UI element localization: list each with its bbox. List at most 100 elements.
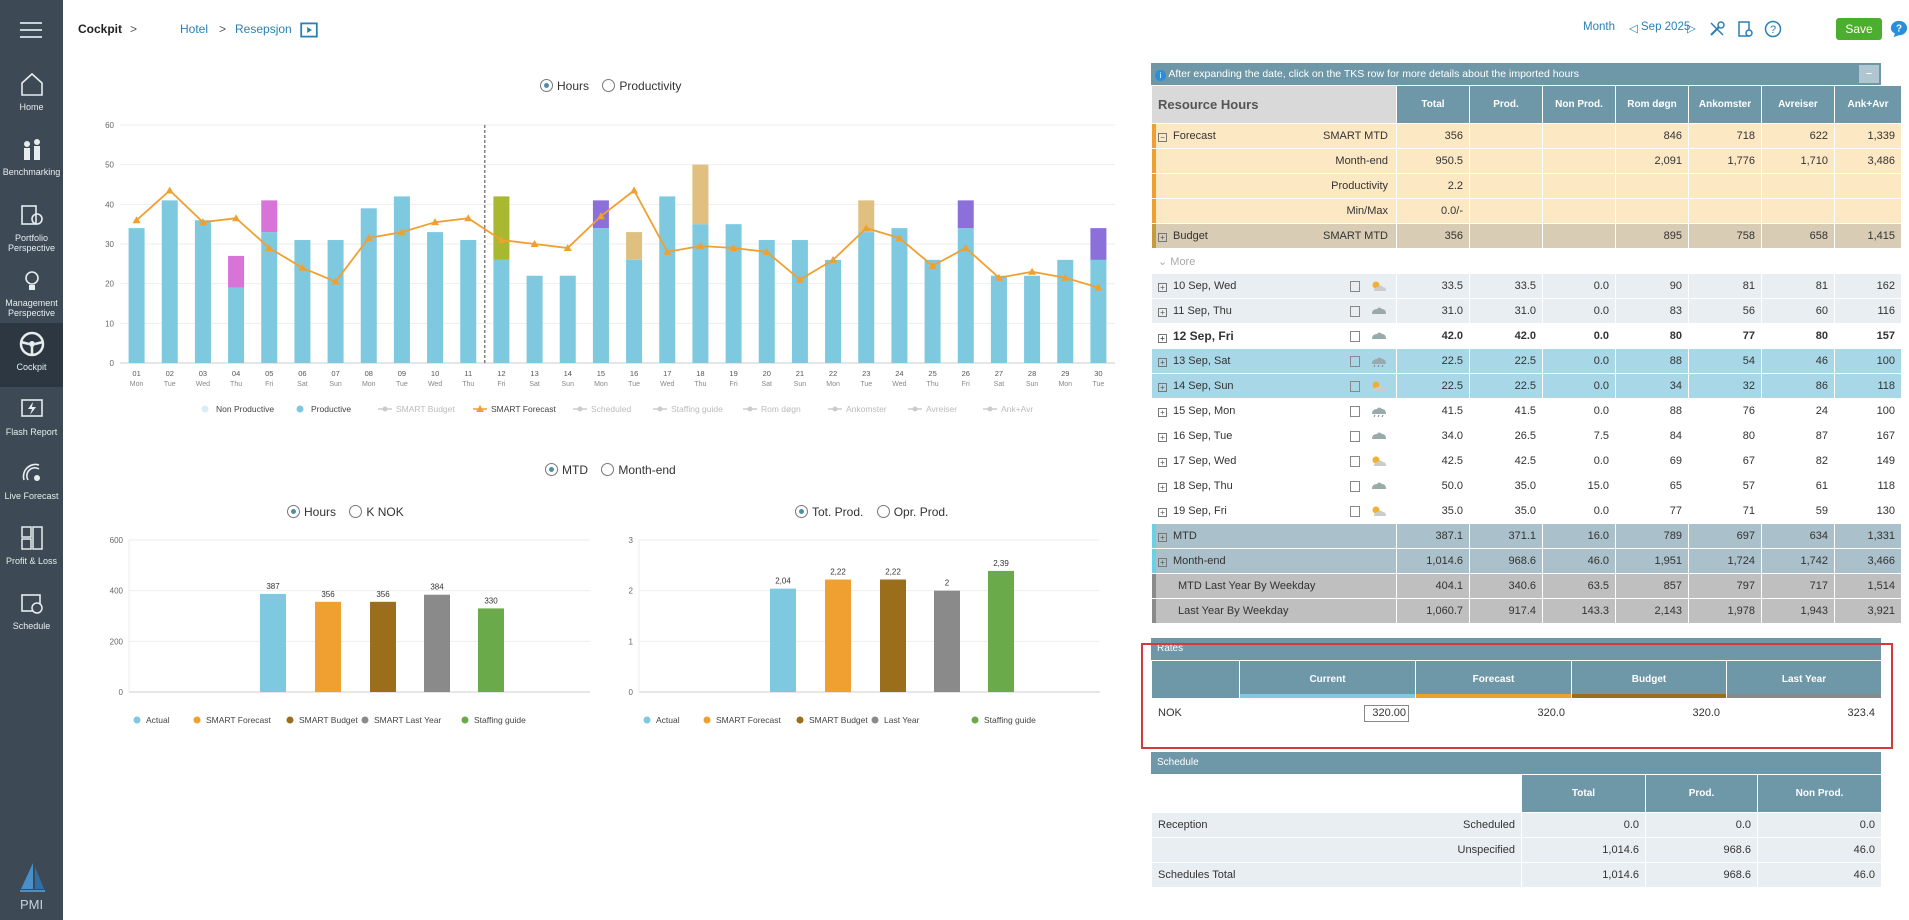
save-button[interactable]: Save [1836, 18, 1882, 40]
breadcrumb-hotel[interactable]: Hotel [180, 22, 209, 36]
total-row[interactable]: + MTD 387.1 371.1 16.0 789 697 634 1,331 [1151, 523, 1902, 549]
legend-label[interactable]: SMART Forecast [716, 715, 782, 725]
legend-label[interactable]: SMART Budget [396, 404, 455, 414]
total-row[interactable]: + Month-end 1,014.6 968.6 46.0 1,951 1,724 1,74… [1151, 548, 1902, 574]
radio-off-icon[interactable] [602, 79, 616, 92]
day-row[interactable]: +13 Sep, Sat 22.5 22.5 0.0 88 54 46 100 [1151, 348, 1902, 374]
expand-icon[interactable]: + [1158, 508, 1167, 517]
radio-off-icon[interactable] [601, 463, 615, 476]
productivity-radio[interactable]: Productivity [602, 79, 681, 93]
sidebar-item-profit-loss[interactable]: Profit & Loss [0, 517, 63, 581]
sidebar-item-flash-report[interactable]: Flash Report [0, 388, 63, 452]
legend-label[interactable]: Scheduled [591, 404, 631, 414]
expand-icon[interactable]: + [1158, 533, 1167, 542]
calendar-icon[interactable] [1350, 281, 1360, 292]
calendar-icon[interactable] [1350, 481, 1360, 492]
expand-icon[interactable]: + [1158, 358, 1167, 367]
day-row[interactable]: +18 Sep, Thu 50.0 35.0 15.0 65 57 61 118 [1151, 473, 1902, 499]
expand-icon[interactable]: + [1158, 408, 1167, 417]
legend-label[interactable]: Last Year [884, 715, 920, 725]
legend-label[interactable]: Avreiser [926, 404, 957, 414]
calendar-icon[interactable] [1350, 331, 1360, 342]
legend-label[interactable]: Productive [311, 404, 351, 414]
day-row[interactable]: +11 Sep, Thu 31.0 31.0 0.0 83 56 60 116 [1151, 298, 1902, 324]
chat-help-icon[interactable]: ? [1890, 20, 1908, 38]
next-period-icon[interactable]: ▷ [1687, 23, 1696, 35]
expand-icon[interactable]: + [1158, 558, 1167, 567]
tools-icon[interactable] [1708, 20, 1726, 38]
day-row[interactable]: +19 Sep, Fri 35.0 35.0 0.0 77 71 59 130 [1151, 498, 1902, 524]
calendar-icon[interactable] [1350, 456, 1360, 467]
legend-label[interactable]: Actual [656, 715, 680, 725]
collapse-button[interactable]: – [1859, 65, 1879, 83]
prev-period-icon[interactable]: ◁ [1629, 23, 1638, 35]
help-icon[interactable]: ? [1764, 20, 1782, 38]
calendar-icon[interactable] [1350, 356, 1360, 367]
legend-label[interactable]: Non Productive [216, 404, 274, 414]
mtd-radio[interactable]: MTD [545, 463, 588, 477]
expand-icon[interactable]: + [1158, 483, 1167, 492]
period-mode[interactable]: Month [1583, 21, 1615, 33]
calendar-icon[interactable] [1350, 381, 1360, 392]
expand-icon[interactable]: + [1158, 308, 1167, 317]
legend-label[interactable]: Staffing guide [984, 715, 1036, 725]
current-rate-input[interactable]: 320.00 [1364, 704, 1409, 722]
sidebar-item-cockpit[interactable]: Cockpit [0, 323, 63, 387]
legend-label[interactable]: SMART Last Year [374, 715, 441, 725]
radio-on-icon[interactable] [545, 463, 558, 476]
day-row[interactable]: +15 Sep, Mon 41.5 41.5 0.0 88 76 24 100 [1151, 398, 1902, 424]
radio-on-icon[interactable] [795, 505, 808, 518]
calendar-icon[interactable] [1350, 431, 1360, 442]
legend-label[interactable]: Rom døgn [761, 404, 801, 414]
video-icon[interactable] [300, 21, 318, 39]
calendar-icon[interactable] [1350, 306, 1360, 317]
expand-icon[interactable]: + [1158, 383, 1167, 392]
calendar-icon[interactable] [1350, 406, 1360, 417]
expand-icon[interactable]: + [1158, 233, 1167, 242]
day-row[interactable]: +10 Sep, Wed 33.5 33.5 0.0 90 81 81 162 [1151, 273, 1902, 299]
legend-label[interactable]: Staffing guide [671, 404, 723, 414]
forecast-row[interactable]: − Forecast SMART MTD 356 846 718 622 1,339 [1151, 123, 1902, 149]
radio-off-icon[interactable] [876, 505, 890, 518]
sidebar-item-portfolio-perspective[interactable]: Portfolio Perspective [0, 194, 63, 258]
legend-label[interactable]: Ankomster [846, 404, 887, 414]
legend-label[interactable]: Staffing guide [474, 715, 526, 725]
sidebar-item-benchmarking[interactable]: Benchmarking [0, 128, 63, 192]
sidebar-item-schedule[interactable]: Schedule [0, 582, 63, 646]
day-row[interactable]: +12 Sep, Fri 42.0 42.0 0.0 80 77 80 157 [1151, 323, 1902, 349]
tot-prod-radio[interactable]: Tot. Prod. [795, 505, 863, 519]
sidebar-item-live-forecast[interactable]: Live Forecast [0, 452, 63, 516]
breadcrumb-resepsjon[interactable]: Resepsjon [235, 22, 292, 36]
radio-on-icon[interactable] [287, 505, 300, 518]
collapse-icon[interactable]: − [1158, 133, 1167, 142]
calendar-icon[interactable] [1350, 506, 1360, 517]
legend-label[interactable]: Ank+Avr [1001, 404, 1033, 414]
sidebar-item-home[interactable]: Home [0, 63, 63, 127]
expand-icon[interactable]: + [1158, 334, 1167, 343]
day-row[interactable]: +14 Sep, Sun 22.5 22.5 0.0 34 32 86 118 [1151, 373, 1902, 399]
more-row[interactable]: ⌄ More [1151, 248, 1902, 274]
hours-radio[interactable]: Hours [287, 505, 336, 519]
expand-icon[interactable]: + [1158, 458, 1167, 467]
day-row[interactable]: +17 Sep, Wed 42.5 42.5 0.0 69 67 82 149 [1151, 448, 1902, 474]
report-settings-icon[interactable] [1736, 20, 1754, 38]
legend-label[interactable]: SMART Forecast [491, 404, 557, 414]
expand-icon[interactable]: + [1158, 283, 1167, 292]
month-end-radio[interactable]: Month-end [601, 463, 676, 477]
radio-off-icon[interactable] [349, 505, 363, 518]
hours-radio[interactable]: Hours [540, 79, 589, 93]
day-row[interactable]: +16 Sep, Tue 34.0 26.5 7.5 84 80 87 167 [1151, 423, 1902, 449]
knok-radio[interactable]: K NOK [349, 505, 404, 519]
opr-prod-radio[interactable]: Opr. Prod. [876, 505, 948, 519]
cell-prod-: 26.5 [1469, 423, 1543, 449]
legend-label[interactable]: SMART Budget [809, 715, 868, 725]
legend-label[interactable]: Actual [146, 715, 170, 725]
radio-on-icon[interactable] [540, 79, 553, 92]
budget-row[interactable]: + Budget SMART MTD 356 895 758 658 1,415 [1151, 223, 1902, 249]
legend-label[interactable]: SMART Budget [299, 715, 358, 725]
smart-forecast-line [135, 189, 1099, 289]
expand-icon[interactable]: + [1158, 433, 1167, 442]
legend-label[interactable]: SMART Forecast [206, 715, 272, 725]
sidebar-item-management-perspective[interactable]: Management Perspective [0, 259, 63, 323]
menu-icon[interactable] [20, 22, 42, 38]
